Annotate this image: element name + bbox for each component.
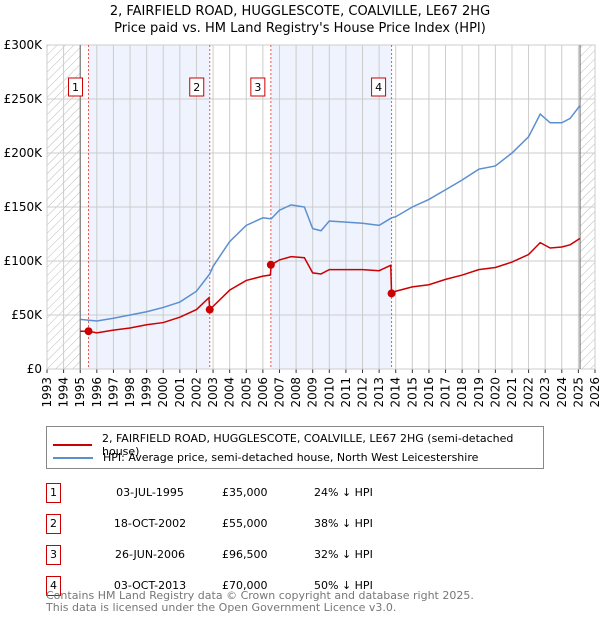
sale-date: 03-OCT-2013 — [113, 579, 187, 592]
sale-date: 03-JUL-1995 — [116, 486, 184, 499]
x-tick-label: 2021 — [505, 377, 519, 408]
sale-marker-box: 4 — [46, 576, 61, 596]
x-tick-label: 2020 — [488, 377, 502, 408]
sale-price: £35,000 — [222, 486, 268, 499]
sale-hpi-diff: 32% ↓ HPI — [314, 548, 373, 561]
sale-label-box — [371, 77, 387, 97]
sale-label: 1 — [72, 81, 79, 94]
x-tick-label: 2004 — [223, 377, 237, 408]
x-tick-label: 2009 — [306, 377, 320, 408]
x-tick-label: 2025 — [571, 377, 585, 408]
y-tick-label: £100K — [4, 254, 44, 268]
legend-label-hpi: HPI: Average price, semi-detached house,… — [103, 451, 479, 464]
chart-title: 2, FAIRFIELD ROAD, HUGGLESCOTE, COALVILL… — [109, 4, 491, 19]
price-chart: 1993 1994 1995 1996 1997 1998 1999 2000 2001 2002… — [4, 38, 600, 408]
sale-point — [84, 327, 93, 336]
sale-label-box — [250, 77, 266, 97]
sale-marker-box: 2 — [46, 514, 61, 534]
legend-red-swatch — [53, 444, 92, 446]
legend-label-property: 2, FAIRFIELD ROAD, HUGGLESCOTE, COALVILL… — [102, 432, 514, 458]
x-tick-label: 2000 — [156, 377, 170, 408]
y-tick-label: £50K — [11, 308, 43, 322]
sale-date: 18-OCT-2002 — [113, 517, 187, 530]
footer-line-1: Contains HM Land Registry data © Crown c… — [46, 589, 474, 602]
x-tick-label: 2012 — [356, 377, 370, 408]
sale-marker-box: 1 — [46, 483, 61, 503]
y-tick-label: £0 — [27, 362, 42, 376]
sale-row: 1 03-JUL-1995 £35,000 24% ↓ HPI — [46, 483, 446, 503]
legend-blue-swatch — [53, 456, 93, 459]
sale-label-box — [68, 77, 84, 97]
footer-line-2: This data is licensed under the Open Gov… — [46, 601, 397, 614]
sale-hpi-diff: 38% ↓ HPI — [314, 517, 373, 530]
property-line — [80, 237, 581, 334]
x-tick-label: 2023 — [538, 377, 552, 408]
plot-border — [46, 44, 596, 370]
sale-hpi-diff: 50% ↓ HPI — [314, 579, 373, 592]
sale-price: £96,500 — [222, 548, 268, 561]
x-tick-label: 1996 — [90, 377, 104, 408]
sale-row: 3 26-JUN-2006 £96,500 32% ↓ HPI — [46, 545, 446, 565]
x-tick-label: 2007 — [272, 377, 286, 408]
x-tick-label: 2024 — [555, 377, 569, 408]
y-tick-label: £150K — [4, 200, 44, 214]
sale-label-box — [189, 77, 205, 97]
sale-point — [387, 289, 396, 298]
x-tick-label: 1995 — [73, 377, 87, 408]
sale-label: 3 — [254, 81, 261, 94]
x-tick-label: 2014 — [389, 377, 403, 408]
x-tick-label: 1999 — [140, 377, 154, 408]
x-tick-label: 2010 — [322, 377, 336, 408]
x-tick-label: 2003 — [206, 377, 220, 408]
sale-date: 26-JUN-2006 — [114, 548, 186, 561]
sale-row: 4 03-OCT-2013 £70,000 50% ↓ HPI — [46, 576, 446, 596]
x-tick-label: 1997 — [106, 377, 120, 408]
x-tick-label: 1994 — [57, 377, 71, 408]
x-tick-label: 2017 — [439, 377, 453, 408]
x-tick-label: 2015 — [405, 377, 419, 408]
sale-row: 2 18-OCT-2002 £55,000 38% ↓ HPI — [46, 514, 446, 534]
x-tick-label: 2016 — [422, 377, 436, 408]
sale-hpi-diff: 24% ↓ HPI — [314, 486, 373, 499]
sale-point — [266, 260, 275, 269]
sale-price: £55,000 — [222, 517, 268, 530]
x-tick-label: 2018 — [455, 377, 469, 408]
y-tick-label: £200K — [4, 146, 44, 160]
x-tick-label: 2008 — [289, 377, 303, 408]
x-tick-label: 1998 — [123, 377, 137, 408]
sale-point — [205, 305, 214, 314]
sale-label: 4 — [375, 81, 382, 94]
x-tick-label: 2001 — [173, 377, 187, 408]
x-tick-label: 2026 — [588, 377, 600, 408]
legend: 2, FAIRFIELD ROAD, HUGGLESCOTE, COALVILL… — [46, 426, 544, 469]
y-tick-label: £300K — [4, 38, 44, 52]
x-tick-label: 2006 — [256, 377, 270, 408]
footer: Contains HM Land Registry data © Crown c… — [46, 590, 474, 614]
x-tick-label: 2002 — [189, 377, 203, 408]
sale-marker-box: 3 — [46, 545, 61, 565]
sale-price: £70,000 — [222, 579, 268, 592]
chart-subtitle: Price paid vs. HM Land Registry's House … — [114, 21, 486, 36]
x-tick-label: 1993 — [40, 377, 54, 408]
x-tick-label: 2013 — [372, 377, 386, 408]
x-tick-label: 2005 — [239, 377, 253, 408]
x-tick-label: 2022 — [522, 377, 536, 408]
x-tick-label: 2011 — [339, 377, 353, 408]
sale-label: 2 — [193, 81, 200, 94]
y-tick-label: £250K — [4, 92, 44, 106]
hpi-line — [80, 105, 581, 322]
x-tick-label: 2019 — [472, 377, 486, 408]
